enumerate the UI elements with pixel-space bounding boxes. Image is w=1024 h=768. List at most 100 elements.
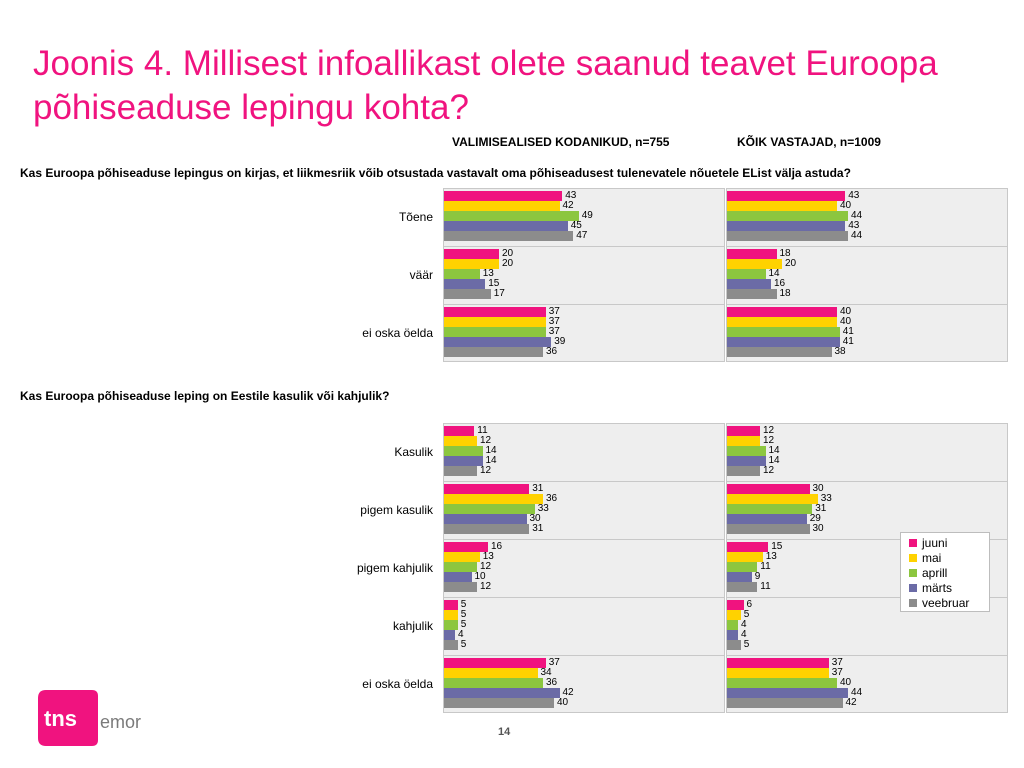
bar bbox=[727, 269, 766, 279]
bar bbox=[444, 562, 477, 572]
bar bbox=[727, 600, 744, 610]
bar bbox=[727, 191, 846, 201]
tns-emor-logo: tns emor bbox=[38, 690, 141, 746]
bar bbox=[444, 466, 477, 476]
data-label: 12 bbox=[480, 561, 492, 572]
bar bbox=[727, 426, 760, 436]
logo-shape bbox=[38, 690, 98, 746]
data-label: 31 bbox=[815, 503, 827, 514]
bar bbox=[727, 221, 846, 231]
data-label: 16 bbox=[491, 541, 503, 552]
data-label: 31 bbox=[532, 483, 544, 494]
data-label: 5 bbox=[743, 609, 750, 620]
question-2: Kas Euroopa põhiseaduse leping on Eestil… bbox=[20, 389, 390, 403]
data-label: 12 bbox=[763, 465, 775, 476]
bar bbox=[444, 542, 488, 552]
data-label: 40 bbox=[840, 200, 852, 211]
category-separator bbox=[726, 304, 1008, 305]
bar bbox=[727, 640, 741, 650]
bar bbox=[444, 552, 480, 562]
legend-item-marts: märts bbox=[909, 581, 952, 595]
data-label: 34 bbox=[540, 667, 552, 678]
legend-swatch bbox=[909, 539, 917, 547]
data-label: 33 bbox=[820, 493, 832, 504]
legend-swatch bbox=[909, 584, 917, 592]
category-label: kahjulik bbox=[392, 619, 433, 633]
bar bbox=[444, 317, 546, 327]
category-label: ei oska öelda bbox=[362, 677, 433, 691]
data-label: 5 bbox=[743, 639, 750, 650]
bar bbox=[444, 221, 568, 231]
category-label: väär bbox=[409, 268, 433, 282]
bar bbox=[727, 542, 769, 552]
bar bbox=[444, 572, 472, 582]
legend-label: juuni bbox=[922, 536, 948, 550]
bar bbox=[727, 562, 758, 572]
bar bbox=[444, 668, 538, 678]
data-label: 30 bbox=[529, 513, 541, 524]
category-separator bbox=[726, 481, 1008, 482]
bar bbox=[727, 630, 738, 640]
data-label: 14 bbox=[768, 445, 780, 456]
legend-label: veebruar bbox=[922, 596, 970, 610]
data-label: 4 bbox=[741, 629, 747, 640]
data-label: 43 bbox=[565, 190, 577, 201]
bar bbox=[444, 191, 563, 201]
data-label: 37 bbox=[831, 667, 843, 678]
category-separator bbox=[726, 597, 1008, 598]
data-label: 31 bbox=[532, 523, 544, 534]
data-label: 36 bbox=[546, 677, 558, 688]
data-label: 14 bbox=[768, 455, 780, 466]
data-label: 5 bbox=[460, 619, 467, 630]
data-label: 11 bbox=[760, 561, 771, 572]
data-label: 14 bbox=[485, 455, 497, 466]
logo-sub: emor bbox=[100, 712, 141, 732]
category-separator bbox=[726, 655, 1008, 656]
data-label: 37 bbox=[548, 306, 560, 317]
bar bbox=[444, 426, 475, 436]
bar bbox=[444, 231, 574, 241]
data-label: 13 bbox=[765, 551, 777, 562]
data-label: 42 bbox=[845, 697, 857, 708]
bar bbox=[444, 327, 546, 337]
data-label: 37 bbox=[831, 657, 843, 668]
data-label: 40 bbox=[840, 316, 852, 327]
legend: juuni mai aprill märts veebruar bbox=[900, 532, 990, 612]
data-label: 14 bbox=[485, 445, 497, 456]
bar bbox=[727, 514, 807, 524]
data-label: 9 bbox=[754, 571, 761, 582]
data-label: 43 bbox=[848, 190, 860, 201]
category-separator bbox=[443, 597, 725, 598]
data-label: 45 bbox=[570, 220, 582, 231]
data-label: 36 bbox=[546, 346, 558, 357]
data-label: 12 bbox=[763, 425, 775, 436]
bar bbox=[444, 279, 486, 289]
data-label: 14 bbox=[768, 268, 780, 279]
bar bbox=[727, 698, 843, 708]
question-1: Kas Euroopa põhiseaduse lepingus on kirj… bbox=[20, 166, 851, 180]
data-label: 36 bbox=[546, 493, 558, 504]
bar bbox=[444, 640, 458, 650]
category-separator bbox=[443, 655, 725, 656]
bar bbox=[727, 231, 848, 241]
bar bbox=[444, 524, 530, 534]
logo-brand: tns bbox=[44, 706, 77, 731]
data-label: 37 bbox=[548, 316, 560, 327]
page-title: Joonis 4. Millisest infoallikast olete s… bbox=[33, 44, 938, 127]
bar bbox=[444, 582, 477, 592]
bar bbox=[727, 289, 777, 299]
category-label: Kasulik bbox=[394, 445, 433, 459]
bar bbox=[444, 688, 560, 698]
data-label: 5 bbox=[460, 639, 467, 650]
bar bbox=[727, 688, 848, 698]
bar bbox=[444, 259, 499, 269]
data-label: 44 bbox=[851, 210, 863, 221]
data-label: 13 bbox=[482, 551, 494, 562]
category-separator bbox=[443, 481, 725, 482]
bar bbox=[444, 436, 477, 446]
bar bbox=[727, 494, 818, 504]
data-label: 4 bbox=[741, 619, 747, 630]
legend-item-mai: mai bbox=[909, 551, 941, 565]
legend-label: aprill bbox=[922, 566, 948, 580]
data-label: 30 bbox=[812, 523, 824, 534]
